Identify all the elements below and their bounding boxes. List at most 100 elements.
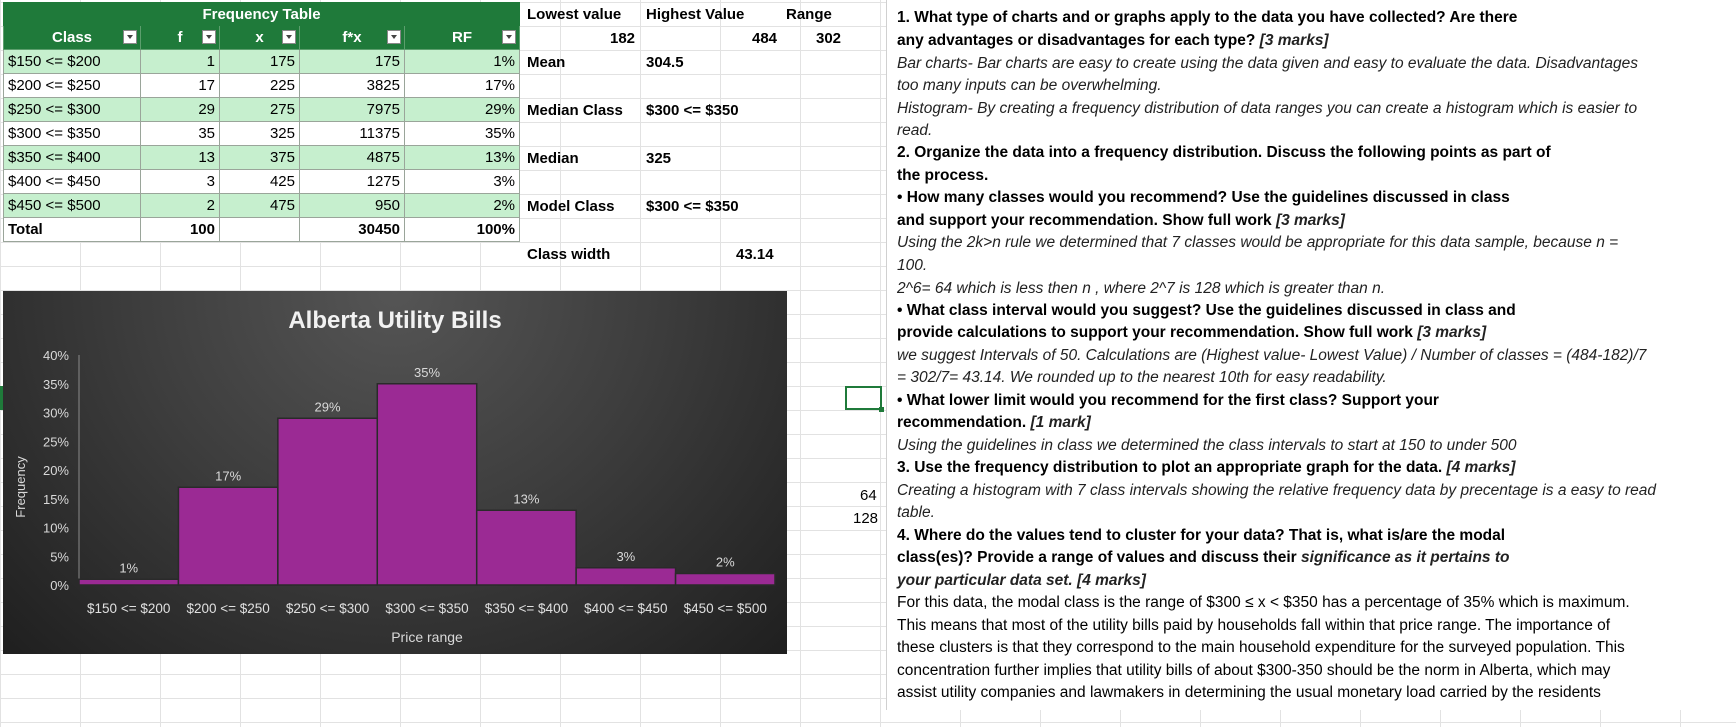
header-f[interactable]: f xyxy=(140,25,220,50)
header-x[interactable]: x xyxy=(219,25,300,50)
header-fx[interactable]: f*x xyxy=(299,25,405,50)
filter-dropdown-icon[interactable] xyxy=(282,30,296,44)
median-label[interactable]: Median xyxy=(527,150,579,167)
model-class-value[interactable]: $300 <= $350 xyxy=(646,198,739,215)
f-cell[interactable]: 3 xyxy=(140,169,220,194)
answer-4-line: concentration further implies that utili… xyxy=(897,662,1611,679)
class-cell[interactable]: $350 <= $400 xyxy=(3,145,141,170)
table-row[interactable]: $200 <= $250 17 225 3825 17% xyxy=(3,73,520,98)
rf-cell[interactable]: 1% xyxy=(404,49,520,74)
rf-cell[interactable]: 29% xyxy=(404,97,520,122)
histogram-bar[interactable] xyxy=(575,567,677,586)
answer-4-line: For this data, the modal class is the ra… xyxy=(897,594,1630,611)
total-row[interactable]: Total 100 30450 100% xyxy=(3,217,520,242)
fx-cell[interactable]: 175 xyxy=(299,49,405,74)
rf-cell[interactable]: 35% xyxy=(404,121,520,146)
class-cell[interactable]: $300 <= $350 xyxy=(3,121,141,146)
x-axis-label: Price range xyxy=(391,629,463,645)
table-row[interactable]: $150 <= $200 1 175 175 1% xyxy=(3,49,520,74)
mean-value[interactable]: 304.5 xyxy=(646,54,684,71)
filter-dropdown-icon[interactable] xyxy=(502,30,516,44)
x-cell[interactable]: 175 xyxy=(219,49,300,74)
table-row[interactable]: $400 <= $450 3 425 1275 3% xyxy=(3,169,520,194)
f-cell[interactable]: 2 xyxy=(140,193,220,218)
empty-cell[interactable] xyxy=(219,217,300,242)
filter-dropdown-icon[interactable] xyxy=(123,30,137,44)
f-cell[interactable]: 1 xyxy=(140,49,220,74)
median-class-label[interactable]: Median Class xyxy=(527,102,623,119)
table-row[interactable]: $450 <= $500 2 475 950 2% xyxy=(3,193,520,218)
total-f[interactable]: 100 xyxy=(140,217,220,242)
class-cell[interactable]: $400 <= $450 xyxy=(3,169,141,194)
histogram-chart[interactable]: Alberta Utility Bills Frequency Price ra… xyxy=(3,291,787,654)
class-width-value[interactable]: 43.14 xyxy=(736,246,774,263)
total-fx[interactable]: 30450 xyxy=(299,217,405,242)
fx-cell[interactable]: 1275 xyxy=(299,169,405,194)
x-cell[interactable]: 425 xyxy=(219,169,300,194)
median-class-value[interactable]: $300 <= $350 xyxy=(646,102,739,119)
rf-cell[interactable]: 17% xyxy=(404,73,520,98)
range-value[interactable]: 302 xyxy=(816,30,842,47)
selected-cell[interactable] xyxy=(845,386,884,412)
y-tick-label: 5% xyxy=(50,549,69,564)
answer-2-line: 2^6= 64 which is less then n , where 2^7… xyxy=(897,280,1386,297)
side-number[interactable]: 64 xyxy=(860,487,877,504)
class-cell[interactable]: $150 <= $200 xyxy=(3,49,141,74)
x-cell[interactable]: 225 xyxy=(219,73,300,98)
question-2b-cont: provide calculations to support your rec… xyxy=(897,324,1487,341)
answer-3-line: table. xyxy=(897,504,935,521)
model-class-label[interactable]: Model Class xyxy=(527,198,615,215)
y-tick-label: 0% xyxy=(50,578,69,593)
question-2a-cont: and support your recommendation. Show fu… xyxy=(897,212,1345,229)
histogram-bar[interactable] xyxy=(674,572,776,586)
x-tick-label: $350 <= $400 xyxy=(485,601,568,616)
header-class[interactable]: Class xyxy=(3,25,141,50)
lowest-value-label[interactable]: Lowest value xyxy=(527,6,622,23)
filter-dropdown-icon[interactable] xyxy=(202,30,216,44)
x-cell[interactable]: 475 xyxy=(219,193,300,218)
class-cell[interactable]: $450 <= $500 xyxy=(3,193,141,218)
median-value[interactable]: 325 xyxy=(646,150,672,167)
fx-cell[interactable]: 3825 xyxy=(299,73,405,98)
side-number[interactable]: 128 xyxy=(853,510,879,527)
filter-dropdown-icon[interactable] xyxy=(387,30,401,44)
answer-4-line: assist utility companies and lawmakers i… xyxy=(897,684,1601,701)
class-width-label[interactable]: Class width xyxy=(527,246,611,263)
histogram-bar[interactable] xyxy=(277,417,379,586)
table-row[interactable]: $250 <= $300 29 275 7975 29% xyxy=(3,97,520,122)
rf-cell[interactable]: 13% xyxy=(404,145,520,170)
class-cell[interactable]: $250 <= $300 xyxy=(3,97,141,122)
histogram-bar[interactable] xyxy=(376,383,478,586)
rf-cell[interactable]: 2% xyxy=(404,193,520,218)
fx-cell[interactable]: 11375 xyxy=(299,121,405,146)
class-cell[interactable]: $200 <= $250 xyxy=(3,73,141,98)
total-rf[interactable]: 100% xyxy=(404,217,520,242)
f-cell[interactable]: 29 xyxy=(140,97,220,122)
answer-3-line: Creating a histogram with 7 class interv… xyxy=(897,482,1657,499)
x-cell[interactable]: 275 xyxy=(219,97,300,122)
histogram-bar[interactable] xyxy=(475,509,577,586)
lowest-value[interactable]: 182 xyxy=(610,30,636,47)
answer-2-line: 100. xyxy=(897,257,928,274)
f-cell[interactable]: 17 xyxy=(140,73,220,98)
f-cell[interactable]: 35 xyxy=(140,121,220,146)
mean-label[interactable]: Mean xyxy=(527,54,566,71)
fx-cell[interactable]: 4875 xyxy=(299,145,405,170)
range-label[interactable]: Range xyxy=(786,6,832,23)
answers-panel xyxy=(886,0,1736,710)
header-rf[interactable]: RF xyxy=(404,25,520,50)
rf-cell[interactable]: 3% xyxy=(404,169,520,194)
fx-cell[interactable]: 950 xyxy=(299,193,405,218)
x-cell[interactable]: 375 xyxy=(219,145,300,170)
highest-value-label[interactable]: Highest Value xyxy=(646,6,745,23)
f-cell[interactable]: 13 xyxy=(140,145,220,170)
table-row[interactable]: $300 <= $350 35 325 11375 35% xyxy=(3,121,520,146)
highest-value[interactable]: 484 xyxy=(752,30,778,47)
answer-1-line: Histogram- By creating a frequency distr… xyxy=(897,100,1638,117)
total-label[interactable]: Total xyxy=(3,217,141,242)
table-row[interactable]: $350 <= $400 13 375 4875 13% xyxy=(3,145,520,170)
histogram-bar[interactable] xyxy=(177,486,279,586)
x-cell[interactable]: 325 xyxy=(219,121,300,146)
fx-cell[interactable]: 7975 xyxy=(299,97,405,122)
histogram-bar[interactable] xyxy=(78,578,180,586)
